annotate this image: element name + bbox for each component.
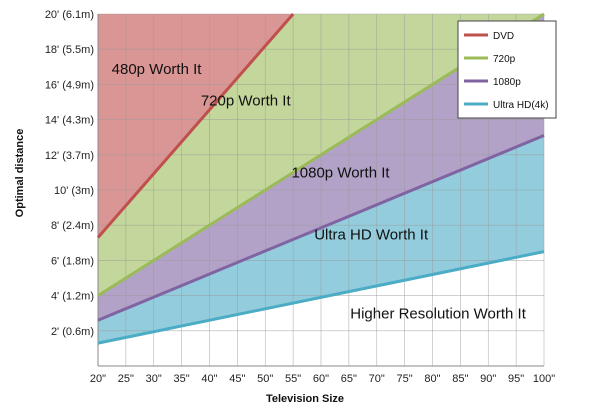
region-labels: 480p Worth It 720p Worth It 1080p Worth It… — [112, 61, 527, 323]
y-axis-title: Optimal distance — [14, 129, 26, 218]
x-tick-label: 30" — [146, 373, 162, 385]
x-tick-label: 100" — [533, 373, 555, 385]
x-tick-label: 20" — [90, 373, 106, 385]
y-tick-label: 10' (3m) — [54, 185, 94, 197]
y-tick-label: 16' (4.9m) — [45, 79, 94, 91]
region-label: Ultra HD Worth It — [314, 226, 429, 243]
x-tick-label: 65" — [341, 373, 357, 385]
legend-label: DVD — [493, 31, 514, 42]
y-tick-label: 2' (0.6m) — [51, 326, 94, 338]
legend-label: 1080p — [493, 77, 521, 88]
y-tick-label: 6' (1.8m) — [51, 255, 94, 267]
x-tick-label: 70" — [369, 373, 385, 385]
x-tick-label: 55" — [285, 373, 301, 385]
y-tick-label: 8' (2.4m) — [51, 220, 94, 232]
x-tick-label: 80" — [424, 373, 440, 385]
y-tick-label: 18' (5.5m) — [45, 44, 94, 56]
x-tick-label: 35" — [174, 373, 190, 385]
x-tick-label: 85" — [452, 373, 468, 385]
legend-label: 720p — [493, 54, 516, 65]
legend: DVD 720p 1080p Ultra HD(4k) — [457, 20, 557, 119]
y-tick-label: 4' (1.2m) — [51, 291, 94, 303]
x-tick-label: 95" — [508, 373, 524, 385]
x-tick-label: 40" — [201, 373, 217, 385]
region-label: 720p Worth It — [201, 93, 292, 110]
x-tick-label: 25" — [118, 373, 134, 385]
region-label: 1080p Worth It — [291, 165, 390, 182]
series-line-1080p — [97, 134, 545, 322]
x-tick-label: 50" — [257, 373, 273, 385]
x-tick-label: 75" — [397, 373, 413, 385]
legend-label: Ultra HD(4k) — [493, 100, 549, 111]
x-axis-title: Television Size — [266, 393, 344, 405]
y-tick-label: 20' (6.1m) — [45, 9, 94, 21]
tick-labels: 20" 25" 30" 35" 40" 45" 50" 55" 60" 65" 70" 75" 80" 8… — [45, 9, 555, 385]
legend-box — [457, 20, 557, 119]
region-label: 480p Worth It — [112, 61, 203, 78]
x-tick-label: 45" — [229, 373, 245, 385]
x-tick-label: 60" — [313, 373, 329, 385]
x-tick-label: 90" — [480, 373, 496, 385]
y-tick-label: 14' (4.3m) — [45, 115, 94, 127]
region-label: Higher Resolution Worth It — [350, 305, 526, 322]
y-tick-label: 12' (3.7m) — [45, 150, 94, 162]
series-line-ultra-hd — [97, 250, 545, 345]
series-line-dvd — [96, 13, 295, 239]
